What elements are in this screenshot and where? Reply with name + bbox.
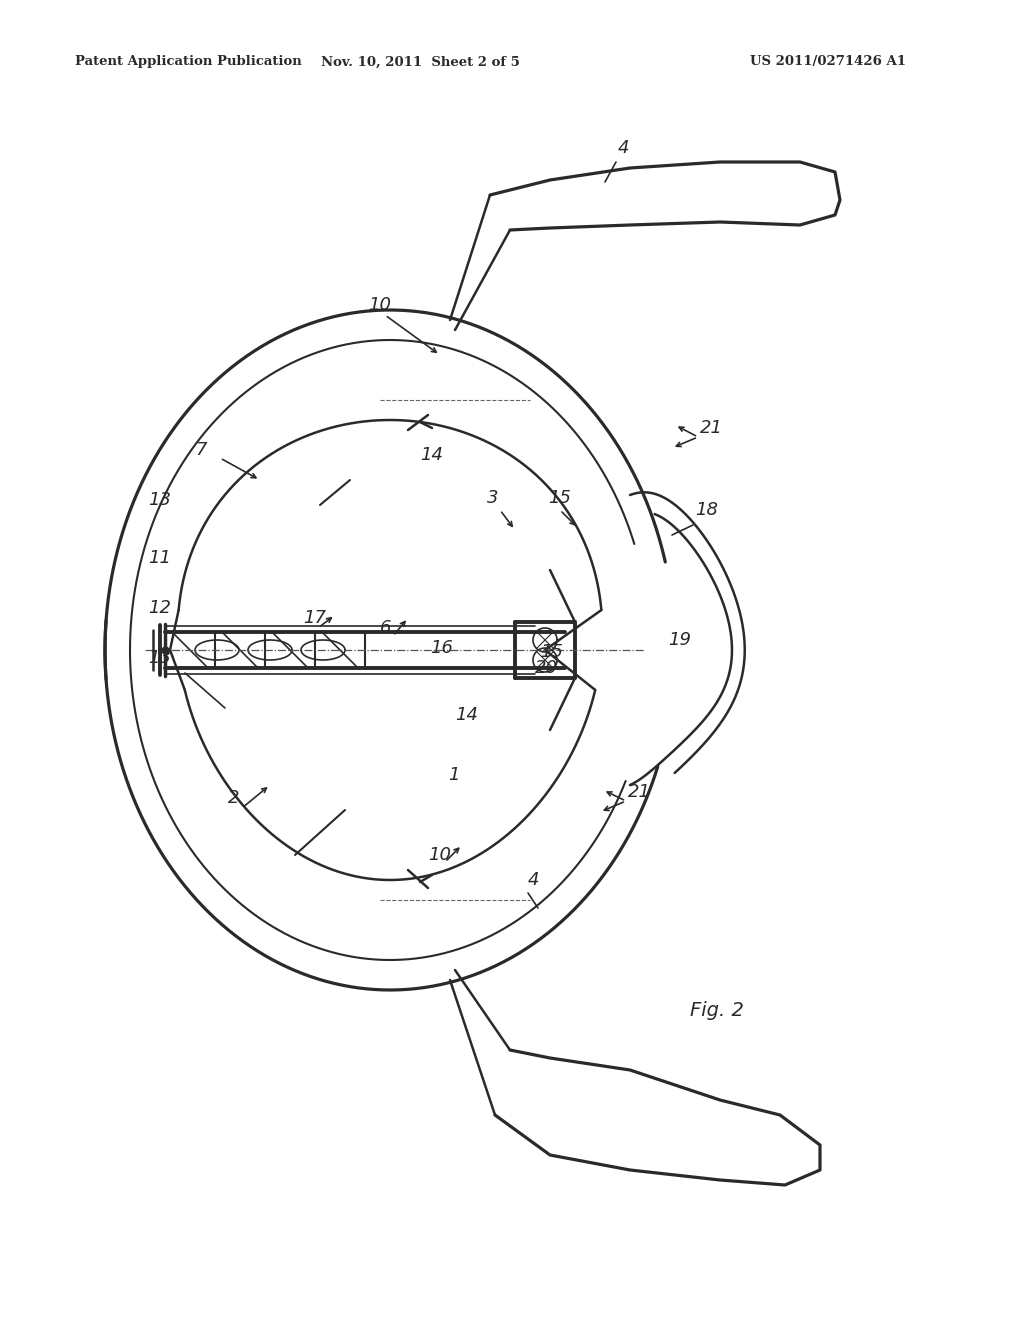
Text: 10: 10 — [368, 296, 391, 314]
Text: Nov. 10, 2011  Sheet 2 of 5: Nov. 10, 2011 Sheet 2 of 5 — [321, 55, 519, 69]
Text: 4: 4 — [618, 139, 630, 157]
Text: 13: 13 — [148, 649, 171, 667]
Text: 20: 20 — [535, 659, 558, 677]
Text: Patent Application Publication: Patent Application Publication — [75, 55, 302, 69]
Text: 15: 15 — [548, 488, 571, 507]
Text: 21: 21 — [628, 783, 651, 801]
Text: 4: 4 — [528, 871, 540, 888]
Text: 11: 11 — [148, 549, 171, 568]
Text: 7: 7 — [195, 441, 207, 459]
Text: US 2011/0271426 A1: US 2011/0271426 A1 — [750, 55, 906, 69]
Text: 19: 19 — [668, 631, 691, 649]
Text: 12: 12 — [148, 599, 171, 616]
Text: 2: 2 — [228, 789, 240, 807]
Text: Fig. 2: Fig. 2 — [690, 1001, 743, 1019]
Text: 16: 16 — [430, 639, 453, 657]
Text: 6: 6 — [380, 619, 391, 638]
Text: 14: 14 — [455, 706, 478, 723]
Text: 21: 21 — [700, 418, 723, 437]
Text: 17: 17 — [303, 609, 326, 627]
Text: 15: 15 — [540, 643, 563, 661]
Text: 1: 1 — [449, 766, 460, 784]
Text: 14: 14 — [420, 446, 443, 465]
Text: 13: 13 — [148, 491, 171, 510]
Text: 3: 3 — [487, 488, 499, 507]
Text: 10: 10 — [428, 846, 451, 865]
Text: 18: 18 — [695, 502, 718, 519]
